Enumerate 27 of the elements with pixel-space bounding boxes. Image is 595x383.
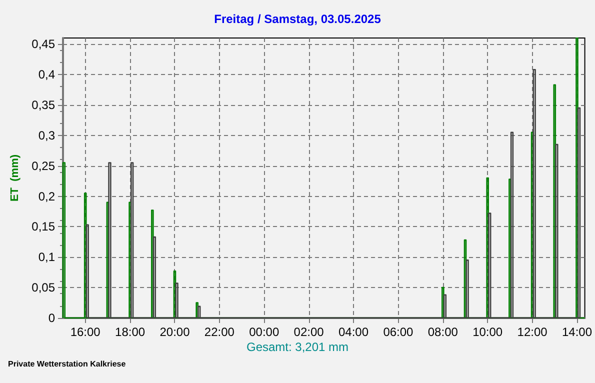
y-tick-label: 0,05: [32, 280, 56, 295]
y-tick-label: 0,4: [38, 68, 56, 82]
y-tick-label: 0,3: [38, 128, 56, 142]
x-tick-label: 10:00: [472, 325, 503, 339]
y-axis-title: ET (mm): [9, 154, 22, 202]
x-tick-label: 04:00: [338, 325, 369, 339]
y-tick-label: 0,2: [38, 189, 56, 204]
y-tick-label: 0,45: [32, 37, 56, 52]
x-tick-label: 06:00: [383, 325, 414, 339]
text: Private Wetterstation Kalkriese: [8, 360, 126, 368]
y-tick-label: 0: [48, 311, 56, 325]
y-tick-label: 0,1: [38, 250, 56, 264]
y-tick-label: 0,25: [32, 158, 56, 173]
y-tick-label: 0,15: [32, 220, 56, 234]
text: Gesamt: 3,201 mm: [246, 340, 349, 354]
x-tick-label: 02:00: [294, 325, 324, 339]
chart-title: Freitag / Samstag, 03.05.2025: [214, 12, 382, 26]
line-series: [86, 69, 581, 319]
x-tick-label: 20:00: [160, 325, 190, 339]
x-tick-label: 08:00: [428, 325, 458, 339]
x-tick-label: 14:00: [562, 325, 592, 339]
x-tick-label: 12:00: [517, 325, 548, 339]
x-tick-label: 18:00: [115, 325, 146, 339]
x-tick-label: 22:00: [204, 325, 235, 339]
y-tick-label: 0,35: [32, 98, 56, 112]
x-tick-label: 16:00: [70, 325, 101, 339]
x-tick-label: 00:00: [249, 325, 280, 339]
